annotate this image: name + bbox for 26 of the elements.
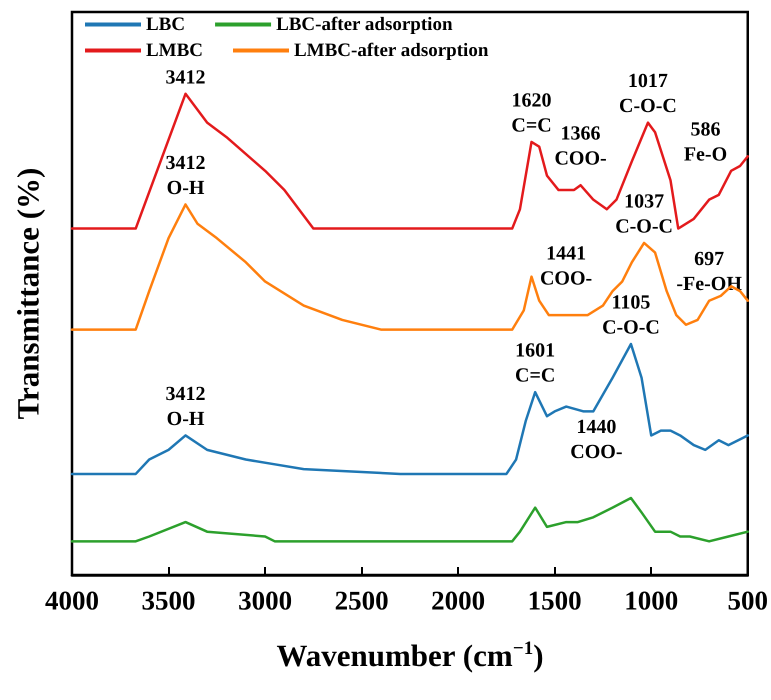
annotation: 3412 O-H [166, 382, 206, 430]
legend-label: LMBC-after adsorption [294, 40, 489, 61]
annotation: 1601 C=C [515, 340, 556, 387]
x-tick-label: 4000 [45, 586, 99, 616]
x-tick-label: 1500 [528, 586, 582, 616]
legend-label: LMBC [146, 40, 203, 61]
annotation: 1017 C-O-C [619, 70, 677, 118]
annotation: 1105 C-O-C [602, 292, 660, 339]
annotation: 3412 [166, 66, 206, 88]
x-tick-label: 3000 [238, 586, 292, 616]
legend-label: LBC-after adsorption [276, 14, 453, 35]
x-tick-label: 1000 [624, 586, 678, 616]
annotation: 697 -Fe-OH [676, 248, 742, 296]
annotation: 586 Fe-O [684, 118, 728, 166]
annotation: 1620 C=C [511, 89, 552, 136]
annotation: 1366 COO- [554, 122, 607, 170]
legend-label: LBC [146, 14, 186, 35]
annotation: 1441 COO- [540, 242, 592, 290]
x-tick-label: 3500 [142, 586, 196, 616]
x-tick-label: 2000 [431, 586, 486, 616]
annotation: 1037 C-O-C [615, 190, 673, 238]
y-axis-title: Transmittance (%) [10, 168, 46, 420]
x-tick-label: 500 [728, 586, 768, 616]
x-tick-label: 2500 [334, 586, 389, 616]
annotation: 1440 COO- [570, 416, 622, 464]
annotation: 3412 O-H [166, 152, 206, 199]
